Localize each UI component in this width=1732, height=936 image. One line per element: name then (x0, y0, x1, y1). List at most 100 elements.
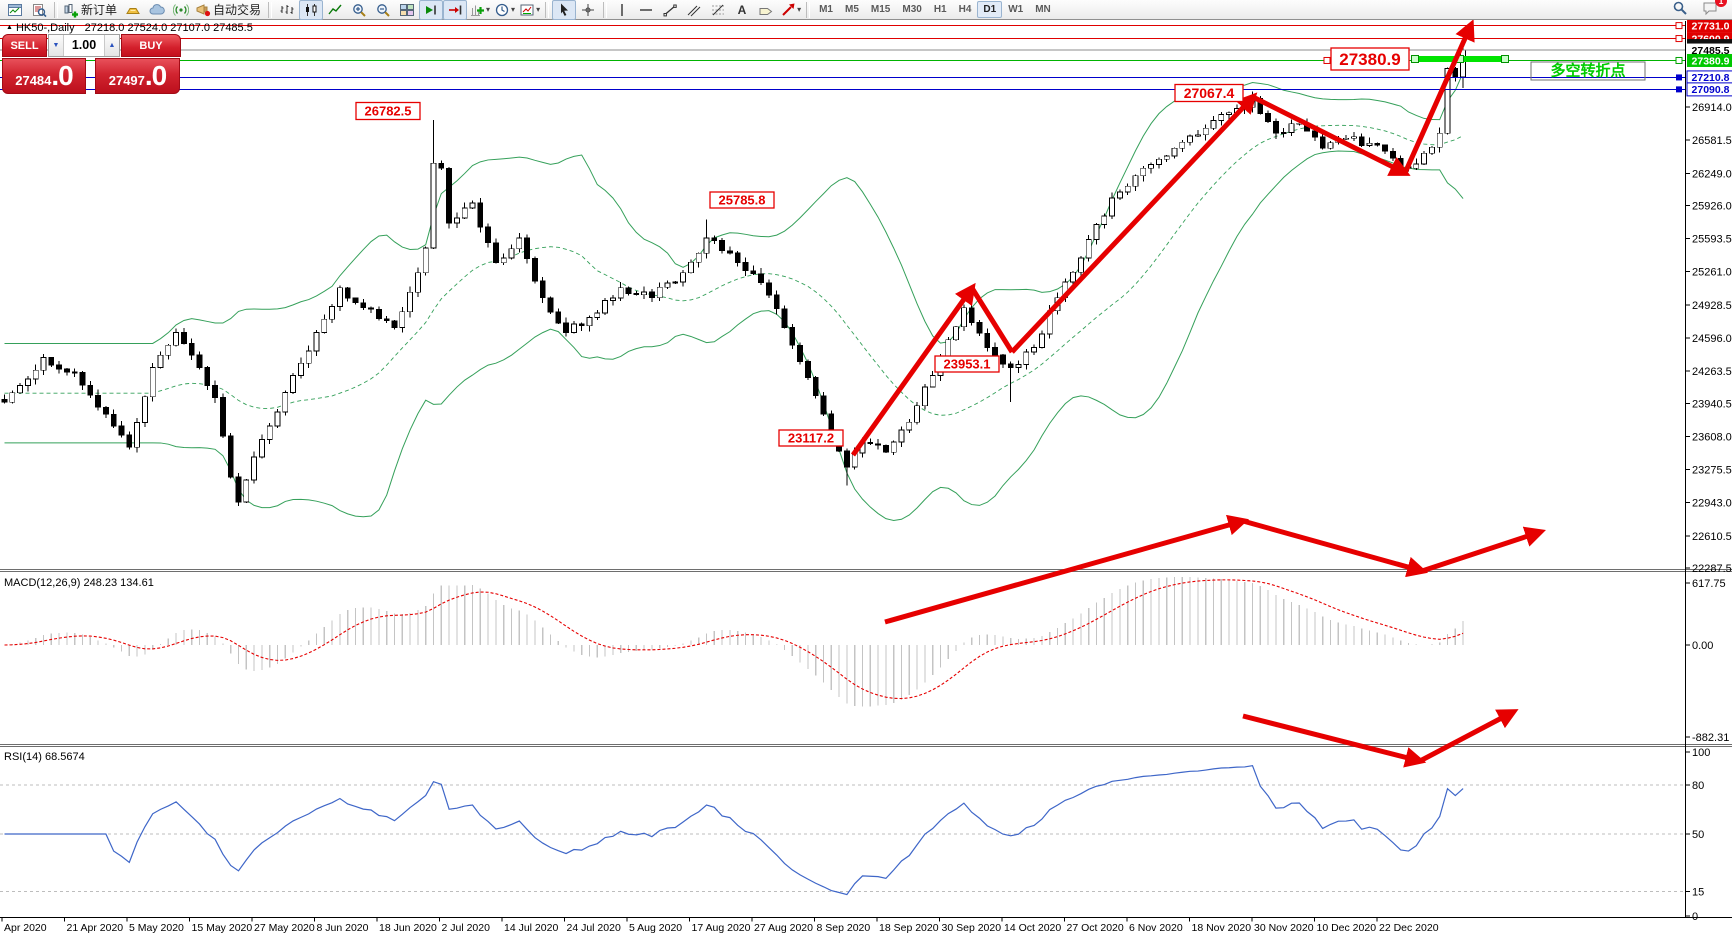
bars-chart-button[interactable] (275, 0, 299, 20)
rsi-label: RSI(14) 68.5674 (4, 751, 85, 763)
indicators-button[interactable]: ▾ (467, 0, 492, 20)
volume-stepper[interactable]: ▼ 1.00 ▲ (48, 34, 120, 57)
channel-button[interactable] (682, 0, 706, 20)
svg-text:30 Nov 2020: 30 Nov 2020 (1254, 922, 1314, 934)
svg-text:27067.4: 27067.4 (1184, 85, 1235, 101)
chevron-down-icon: ▾ (797, 5, 802, 14)
trendline-icon (663, 4, 677, 16)
timeframe-m5[interactable]: M5 (845, 4, 859, 15)
bid-price-button[interactable]: 27484.0 (2, 58, 86, 94)
rsi-panel (0, 764, 1685, 896)
templates-button[interactable]: ▾ (517, 0, 542, 20)
autotrading-icon (196, 3, 211, 16)
svg-text:23117.2: 23117.2 (788, 431, 834, 446)
volume-value[interactable]: 1.00 (71, 38, 97, 52)
svg-text:26581.5: 26581.5 (1692, 135, 1732, 147)
svg-text:22610.5: 22610.5 (1692, 531, 1732, 543)
price-callouts[interactable]: 26782.5 25785.8 23117.2 23953.1 27067.4 27380… (355, 47, 1410, 447)
cursor-button[interactable] (552, 0, 577, 20)
ask-price-int: 27497 (108, 73, 145, 88)
macd-panel (4, 577, 1464, 707)
new-order-icon (64, 3, 78, 17)
ask-price-button[interactable]: 27497.0 (95, 58, 180, 94)
candles-chart-icon (306, 3, 317, 16)
toolbar-separator (603, 1, 608, 18)
svg-text:A: A (738, 3, 747, 17)
tile-windows-icon (400, 3, 415, 16)
zoom-out-button[interactable] (371, 0, 395, 20)
volume-decrease-icon[interactable]: ▼ (49, 35, 64, 56)
timeframe-d1[interactable]: D1 (977, 1, 1003, 18)
svg-text:8 Jun 2020: 8 Jun 2020 (317, 922, 369, 934)
svg-text:617.75: 617.75 (1692, 578, 1726, 590)
svg-text:26782.5: 26782.5 (365, 104, 412, 119)
timeframe-h4[interactable]: H4 (958, 4, 972, 15)
text-button[interactable]: A (730, 0, 754, 20)
text-icon: A (738, 3, 747, 17)
support-zone-bar[interactable] (1411, 55, 1509, 63)
svg-text:23608.0: 23608.0 (1692, 431, 1732, 443)
line-chart-button[interactable] (323, 0, 347, 20)
templates-icon (520, 4, 534, 15)
vline-icon (621, 3, 623, 16)
auto-scroll-icon (426, 5, 436, 14)
tile-windows-button[interactable] (395, 0, 419, 20)
svg-text:24 Jul 2020: 24 Jul 2020 (567, 922, 621, 934)
svg-text:26249.0: 26249.0 (1692, 168, 1732, 180)
cloud-button[interactable] (145, 0, 169, 20)
svg-text:21 Apr 2020: 21 Apr 2020 (67, 922, 124, 934)
volume-increase-icon[interactable]: ▲ (104, 35, 119, 56)
toolbar: 新订单 自动交易 ▾ ▾ ▾ A ▾ M1 M5 M15 M30 H1 H4 D1 W1 MN 1 (0, 0, 1732, 20)
timeframe-m30[interactable]: M30 (902, 4, 922, 15)
crosshair-button[interactable] (576, 0, 600, 20)
timeframe-w1[interactable]: W1 (1008, 4, 1024, 15)
svg-text:26914.0: 26914.0 (1692, 102, 1732, 114)
buy-button[interactable]: BUY (121, 34, 181, 57)
svg-text:27380.9: 27380.9 (1692, 55, 1730, 67)
chart-shift-button[interactable] (443, 0, 468, 20)
svg-text:6 Nov 2020: 6 Nov 2020 (1129, 922, 1183, 934)
hline-button[interactable] (634, 0, 658, 20)
svg-text:多空转折点: 多空转折点 (1550, 62, 1625, 80)
notification-badge: 1 (1715, 0, 1727, 7)
vline-button[interactable] (610, 0, 634, 20)
timeframe-m15[interactable]: M15 (870, 4, 891, 15)
chart-window-button[interactable] (3, 0, 27, 20)
auto-scroll-button[interactable] (419, 0, 444, 20)
note-box[interactable]: 多空转折点 (1530, 61, 1646, 81)
svg-text:27380.9: 27380.9 (1339, 50, 1400, 69)
svg-text:27485.5: 27485.5 (1692, 45, 1730, 57)
broadcast-button[interactable] (169, 0, 193, 20)
market-watch-button[interactable] (27, 0, 51, 20)
one-click-trade-panel: SELL ▼ 1.00 ▲ BUY 27484.0 27497.0 (2, 34, 181, 94)
timeframe-mn[interactable]: MN (1035, 4, 1051, 15)
autotrading-button[interactable]: 自动交易 (193, 0, 265, 20)
gold-button[interactable] (121, 0, 145, 20)
fibonacci-button[interactable] (706, 0, 730, 20)
date-axis: Apr 2020 21 Apr 2020 5 May 2020 15 May 2020… (1, 918, 1439, 934)
svg-text:18 Jun 2020: 18 Jun 2020 (379, 922, 437, 934)
search-button[interactable] (1668, 0, 1692, 18)
trendline-button[interactable] (658, 0, 682, 20)
line-chart-icon (328, 4, 342, 14)
cloud-icon (149, 3, 165, 14)
new-order-label: 新订单 (81, 3, 118, 17)
timeframe-h1[interactable]: H1 (933, 4, 947, 15)
label-button[interactable] (754, 0, 778, 20)
svg-text:Apr 2020: Apr 2020 (4, 922, 47, 934)
sell-button[interactable]: SELL (2, 34, 47, 57)
periods-button[interactable]: ▾ (492, 0, 517, 20)
level-lines[interactable] (0, 22, 1685, 93)
new-order-button[interactable]: 新订单 (61, 0, 121, 20)
svg-text:25261.0: 25261.0 (1692, 267, 1732, 279)
timeframe-m1[interactable]: M1 (819, 4, 833, 15)
svg-text:27 May 2020: 27 May 2020 (254, 922, 315, 934)
ask-price-frac: .0 (144, 60, 167, 91)
hline-icon (640, 8, 653, 11)
trend-arrows[interactable] (850, 19, 1546, 768)
zoom-in-button[interactable] (347, 0, 371, 20)
candles-chart-button[interactable] (299, 0, 324, 20)
symbol-marker-icon: ▲ (6, 24, 13, 31)
shapes-button[interactable]: ▾ (778, 0, 803, 20)
